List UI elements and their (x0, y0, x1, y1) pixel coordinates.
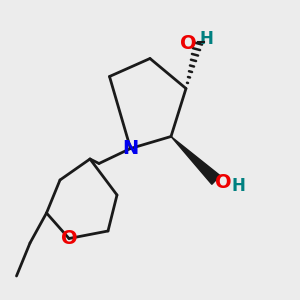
Text: O: O (61, 229, 77, 248)
Text: N: N (122, 139, 139, 158)
Text: H: H (232, 177, 245, 195)
Polygon shape (171, 136, 220, 184)
Text: O: O (214, 173, 231, 192)
Text: O: O (180, 34, 196, 53)
Text: H: H (200, 30, 213, 48)
